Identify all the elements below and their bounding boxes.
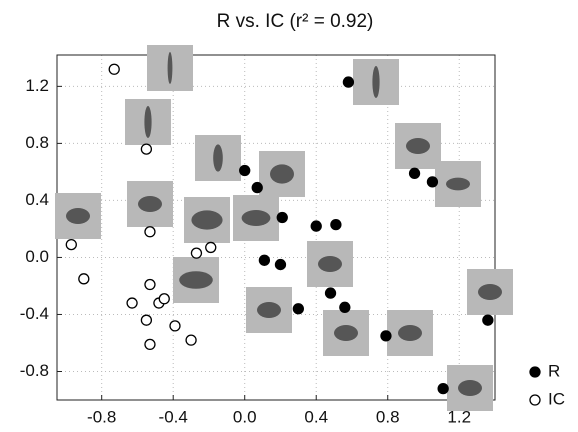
y-tick-label: 1.2 (25, 76, 49, 95)
x-tick-label: -0.4 (159, 407, 188, 426)
y-tick-label: 0.0 (25, 247, 49, 266)
thumbnails (55, 45, 513, 411)
thumbnail-shape (241, 210, 271, 226)
thumbnail-shape (372, 66, 380, 98)
legend-marker (529, 394, 541, 406)
point (339, 301, 351, 313)
y-tick-label: -0.4 (20, 304, 49, 323)
point (292, 303, 304, 315)
x-tick-label: 0.4 (304, 407, 328, 426)
point (144, 226, 156, 238)
point (274, 258, 287, 271)
thumbnail-shape (213, 144, 223, 172)
thumbnail-shape (270, 164, 294, 184)
point (426, 176, 439, 188)
x-tick-label: -0.8 (87, 407, 116, 426)
point (324, 287, 337, 299)
x-tick-label: 0.8 (376, 407, 400, 426)
point (310, 220, 322, 232)
thumbnail-shape (167, 52, 173, 84)
y-tick-label: -0.8 (20, 361, 49, 380)
thumbnail-shape (191, 210, 223, 230)
point (158, 293, 170, 305)
point (258, 254, 271, 266)
thumbnail-shape (406, 138, 430, 154)
point (380, 330, 392, 342)
thumbnail-shape (138, 196, 162, 212)
point (144, 338, 156, 351)
point (276, 211, 288, 224)
point (482, 314, 494, 326)
thumbnail-shape (318, 256, 342, 272)
point (251, 181, 263, 194)
point (169, 320, 181, 332)
legend-label: IC (548, 389, 565, 408)
point (78, 273, 90, 285)
thumbnail-shape (66, 208, 90, 224)
point (342, 76, 355, 88)
thumbnail-shape (144, 106, 152, 138)
thumbnail-shape (458, 380, 482, 396)
point (126, 297, 138, 309)
point (185, 334, 197, 346)
x-tick-label: 0.0 (233, 407, 257, 426)
thumbnail-shape (478, 284, 502, 300)
point (108, 63, 120, 75)
point (140, 314, 153, 326)
point (437, 382, 449, 395)
thumbnail-shape (446, 177, 470, 191)
point (190, 247, 203, 259)
point (140, 143, 153, 155)
x-tick-label: 1.2 (447, 407, 471, 426)
chart-title: R vs. IC (r² = 0.92) (217, 11, 374, 32)
y-tick-label: 0.8 (25, 133, 49, 152)
point (239, 164, 251, 177)
thumbnail-shape (179, 271, 213, 289)
point (330, 218, 342, 231)
y-tick-label: 0.4 (25, 190, 49, 209)
point (205, 241, 217, 254)
thumbnail-shape (398, 325, 422, 341)
point (144, 278, 156, 291)
point (65, 238, 77, 251)
point (408, 167, 421, 179)
legend-marker (529, 366, 541, 378)
legend-label: R (548, 361, 560, 380)
thumbnail-shape (257, 302, 281, 318)
thumbnail-shape (334, 325, 358, 341)
